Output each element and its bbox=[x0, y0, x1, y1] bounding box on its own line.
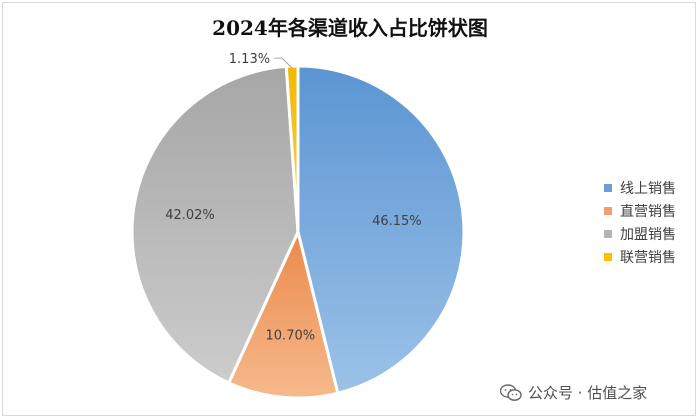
pie-slice-2 bbox=[226, 227, 340, 400]
slice-label-2: 10.70% bbox=[266, 328, 316, 343]
watermark: 公众号 · 估值之家 bbox=[500, 382, 647, 403]
legend-item-1: 线上销售 bbox=[604, 178, 676, 198]
slice-label-4: 1.13% bbox=[229, 52, 270, 67]
pie-slice-4 bbox=[284, 64, 300, 233]
legend-swatch bbox=[604, 253, 612, 261]
legend-swatch bbox=[604, 207, 612, 215]
legend: 线上销售直营销售加盟销售联营销售 bbox=[604, 178, 676, 270]
slice-label-1: 46.15% bbox=[372, 214, 422, 229]
wechat-icon bbox=[500, 383, 522, 401]
watermark-text: 公众号 · 估值之家 bbox=[528, 384, 648, 402]
leader-line bbox=[274, 57, 293, 69]
legend-label: 联营销售 bbox=[620, 250, 676, 266]
pie-slice-1 bbox=[296, 64, 466, 395]
slice-label-3: 42.02% bbox=[165, 208, 215, 223]
legend-label: 线上销售 bbox=[620, 181, 676, 197]
legend-item-2: 直营销售 bbox=[604, 201, 676, 221]
legend-label: 加盟销售 bbox=[620, 227, 676, 243]
legend-swatch bbox=[604, 184, 612, 192]
pie-slice-3 bbox=[130, 64, 300, 385]
legend-item-3: 加盟销售 bbox=[604, 224, 676, 244]
legend-swatch bbox=[604, 230, 612, 238]
chart-title: 2024年各渠道收入占比饼状图 bbox=[212, 16, 488, 40]
legend-item-4: 联营销售 bbox=[604, 247, 676, 267]
legend-label: 直营销售 bbox=[620, 204, 676, 220]
